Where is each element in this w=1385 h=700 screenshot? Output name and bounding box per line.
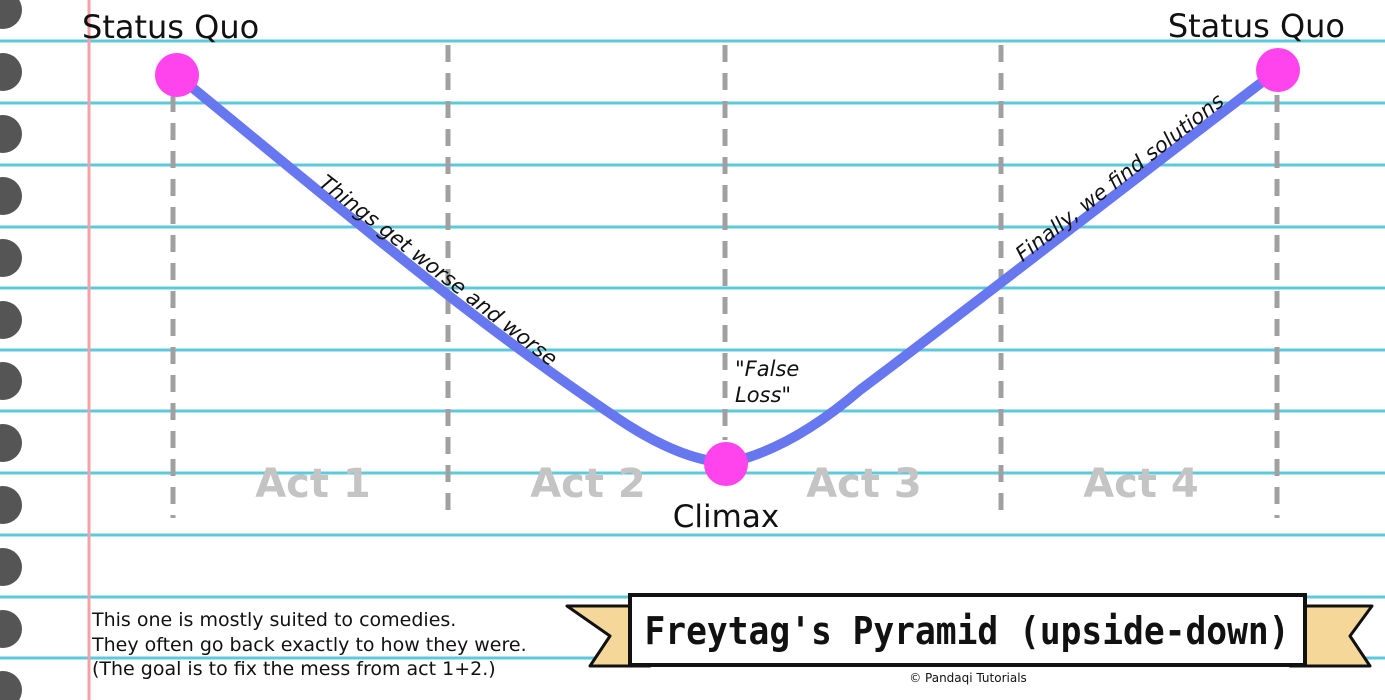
false-loss-line-2: Loss" xyxy=(735,383,791,407)
status-quo-left-label: Status Quo xyxy=(82,8,259,46)
act-label-2: Act 2 xyxy=(530,461,646,507)
binder-hole xyxy=(0,424,22,462)
binder-hole xyxy=(0,115,22,153)
title-banner: Freytag's Pyramid (upside-down) © Pandaq… xyxy=(565,593,1374,685)
act-label-4: Act 4 xyxy=(1083,461,1199,507)
binder-hole xyxy=(0,239,22,277)
act-label-1: Act 1 xyxy=(255,461,371,507)
status-quo-right-label: Status Quo xyxy=(1168,7,1345,45)
banner-credit: © Pandaqi Tutorials xyxy=(909,671,1027,685)
binder-hole xyxy=(0,610,22,648)
note-line-3: (The goal is to fix the mess from act 1+… xyxy=(92,658,496,680)
binder-hole xyxy=(0,486,22,524)
binder-hole xyxy=(0,301,22,339)
end-point xyxy=(1256,48,1300,92)
binder-hole xyxy=(0,0,22,29)
binder-holes xyxy=(0,0,22,700)
start-point xyxy=(155,53,199,97)
ascending-label: Finally, we find solutions xyxy=(1011,89,1229,267)
descending-label: Things get worse and worse xyxy=(315,170,562,371)
binder-hole xyxy=(0,53,22,91)
climax-label: Climax xyxy=(673,499,779,535)
binder-hole xyxy=(0,671,22,700)
climax-point xyxy=(704,442,748,486)
act-label-3: Act 3 xyxy=(806,461,922,507)
banner-title: Freytag's Pyramid (upside-down) xyxy=(645,609,1290,653)
banner-box xyxy=(628,593,1307,667)
binder-hole xyxy=(0,548,22,586)
note-line-2: They often go back exactly to how they w… xyxy=(91,634,527,656)
binder-hole xyxy=(0,177,22,215)
false-loss-line-1: "False xyxy=(735,357,799,381)
story-curve xyxy=(172,65,1283,469)
binder-hole xyxy=(0,362,22,400)
note-line-1: This one is mostly suited to comedies. xyxy=(91,609,456,631)
